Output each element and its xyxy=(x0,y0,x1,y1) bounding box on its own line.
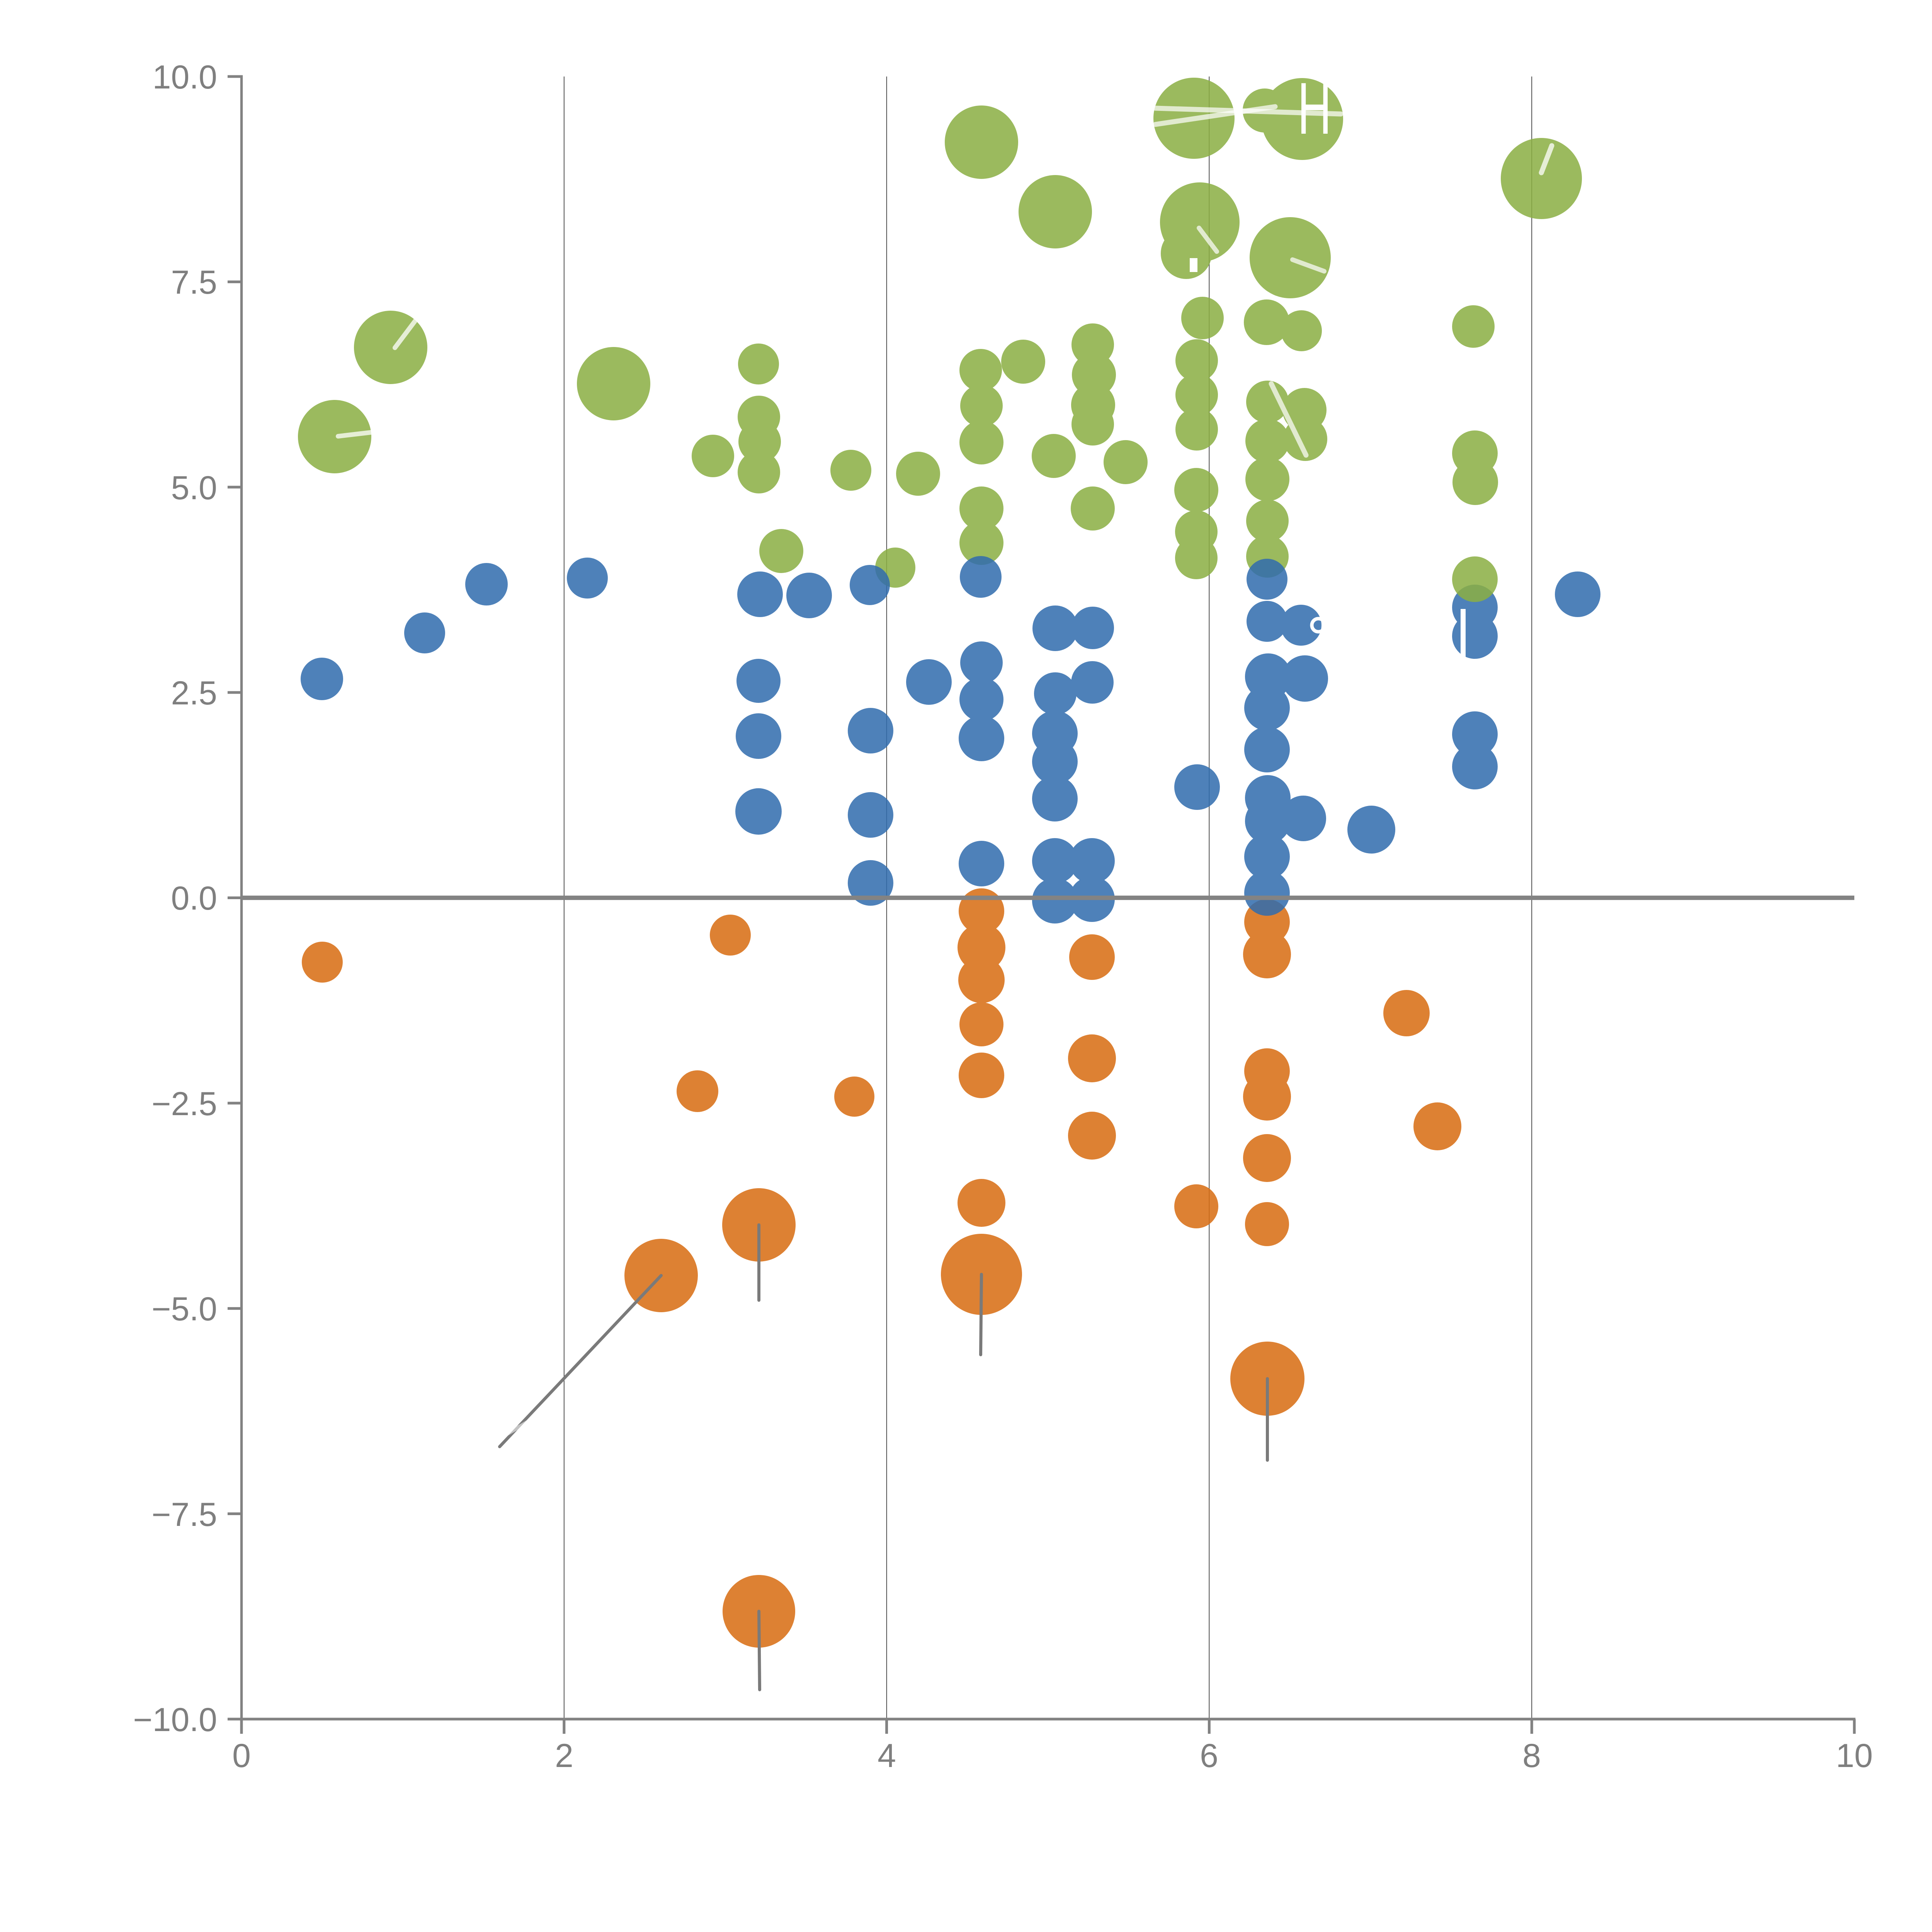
svg-text:−2.5: −2.5 xyxy=(151,1085,217,1122)
svg-text:0.0: 0.0 xyxy=(171,880,217,917)
svg-text:−5.0: −5.0 xyxy=(151,1291,217,1328)
svg-text:2: 2 xyxy=(555,1737,573,1774)
svg-text:7.5: 7.5 xyxy=(171,264,217,301)
svg-text:4: 4 xyxy=(878,1737,896,1774)
svg-text:5.0: 5.0 xyxy=(171,469,217,507)
svg-text:0: 0 xyxy=(232,1737,251,1774)
svg-text:H: H xyxy=(1298,67,1332,149)
svg-text:−10.0: −10.0 xyxy=(133,1701,217,1738)
svg-text:10: 10 xyxy=(1836,1737,1873,1774)
svg-text:2.5: 2.5 xyxy=(171,675,217,712)
svg-text:8: 8 xyxy=(1522,1737,1541,1774)
svg-text:6: 6 xyxy=(1200,1737,1218,1774)
svg-text:10.0: 10.0 xyxy=(153,59,217,96)
svg-text:−7.5: −7.5 xyxy=(151,1496,217,1533)
